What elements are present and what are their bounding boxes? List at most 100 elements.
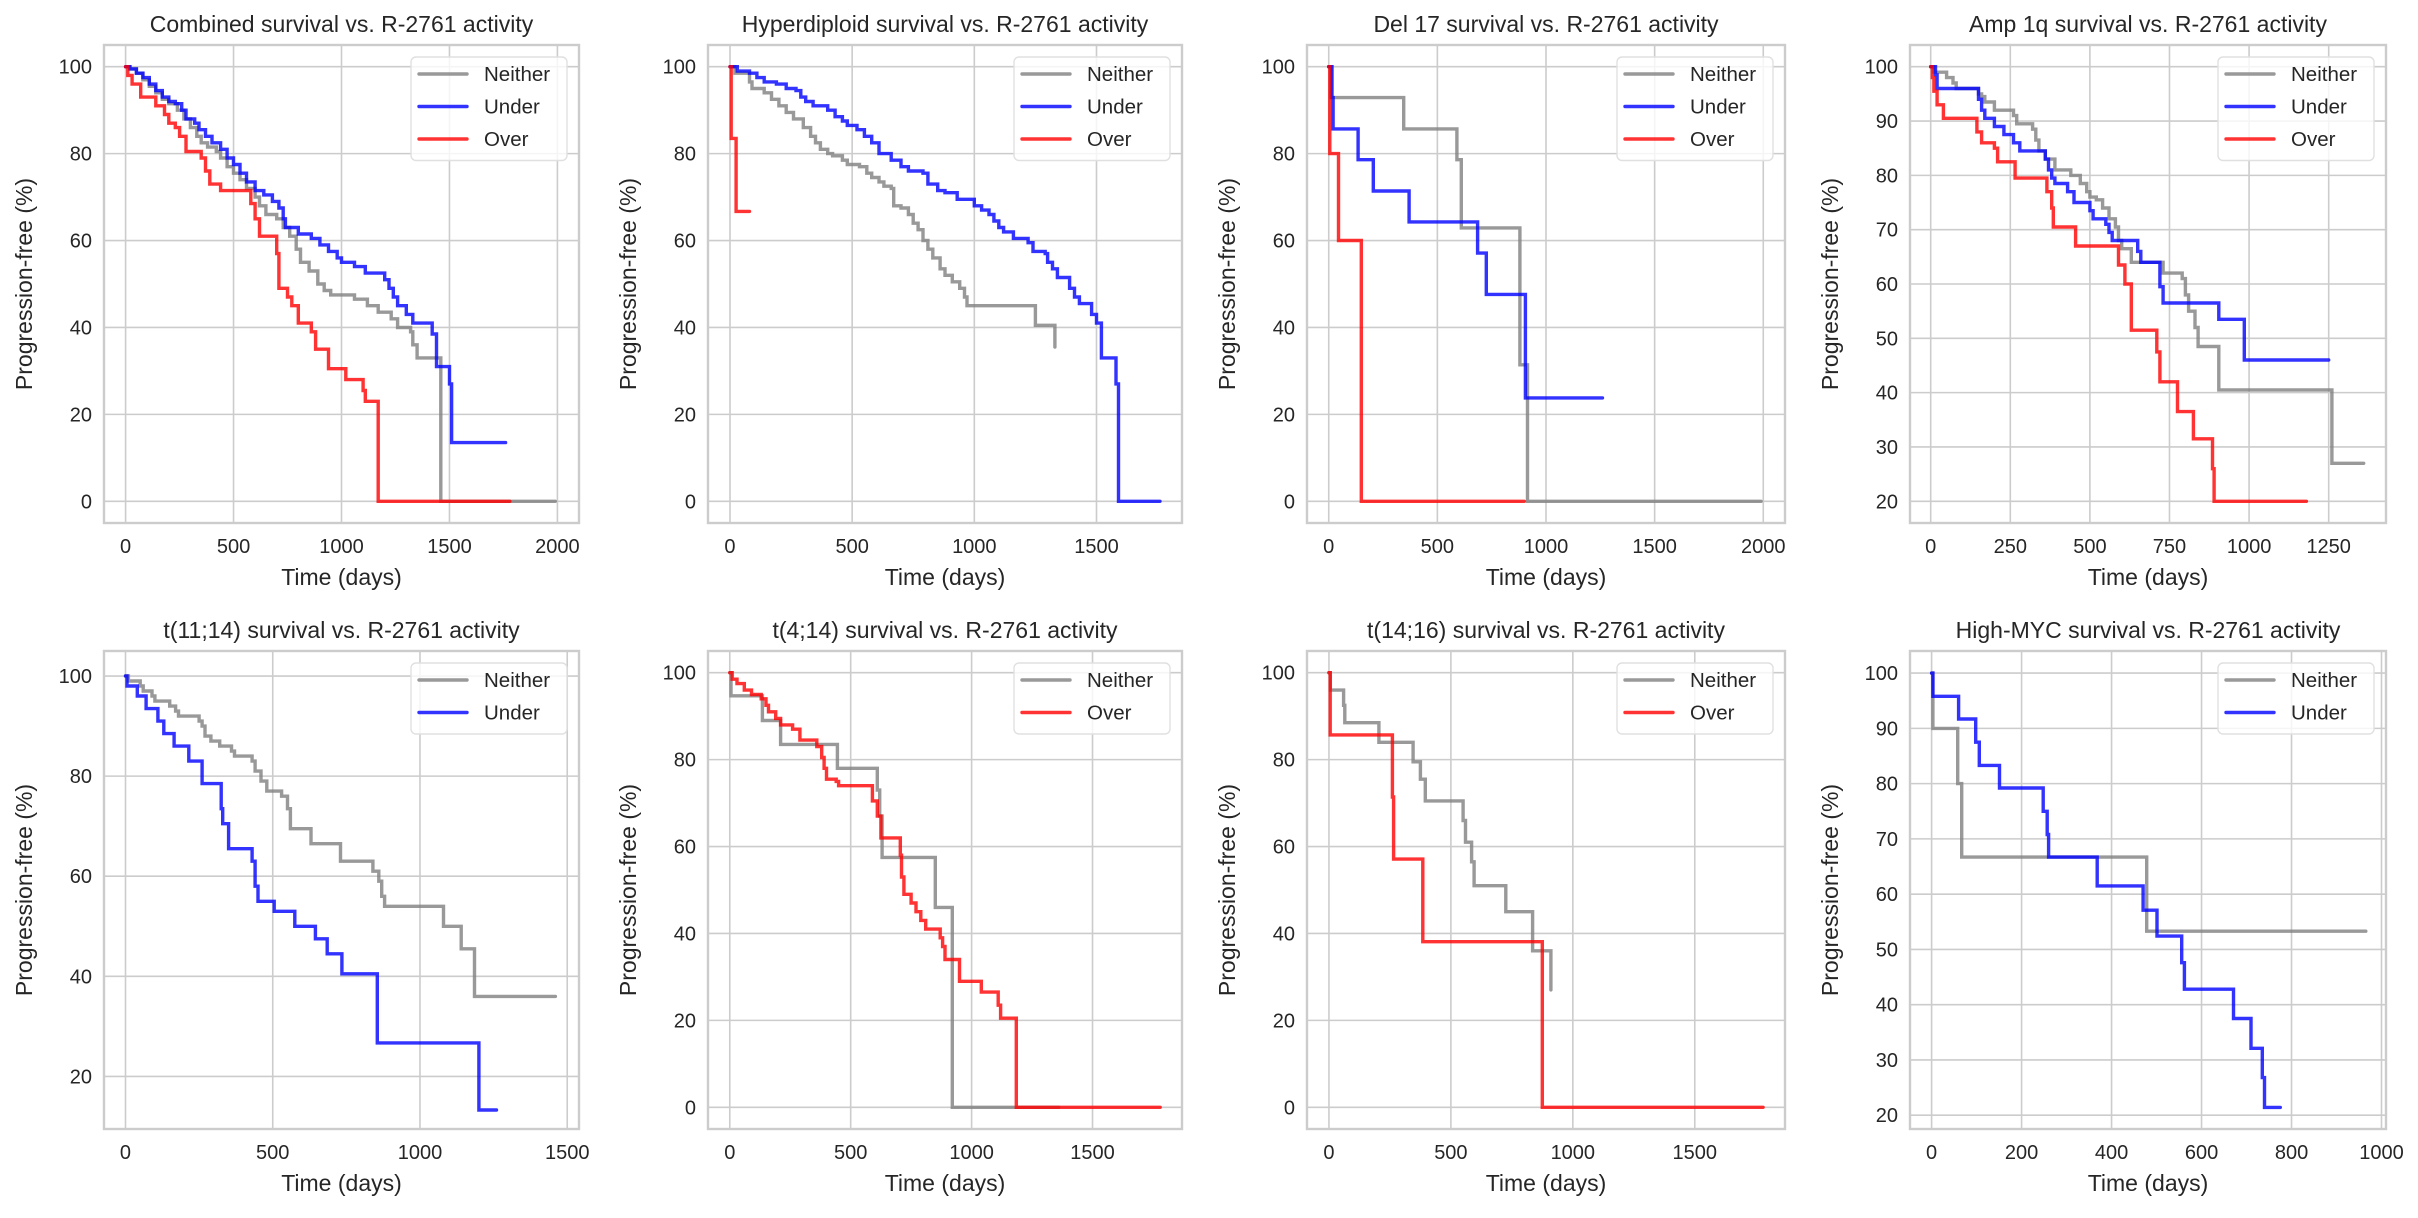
chart-panel-1: Combined survival vs. R-2761 activity 0 50… (11, 11, 581, 590)
x-tick-label: 1500 (427, 536, 472, 558)
y-tick-label: 40 (674, 317, 696, 339)
series-group (728, 65, 1162, 503)
legend-box (1616, 56, 1774, 162)
y-tick-label: 40 (1273, 317, 1295, 339)
chart-title: t(4;14) survival vs. R-2761 activity (772, 617, 1118, 643)
chart-title: Combined survival vs. R-2761 activity (150, 11, 534, 37)
x-axis-label: Time (days) (281, 1170, 402, 1196)
chart-panel-8: High-MYC survival vs. R-2761 activity 0 20… (1817, 617, 2404, 1196)
y-tick-label: 40 (70, 966, 92, 988)
x-tick-label: 250 (1994, 536, 2027, 558)
x-tick-label: 2000 (535, 536, 580, 558)
y-tick-label: 0 (81, 491, 92, 513)
series-line-neither (728, 65, 1057, 349)
y-tick-label: 80 (1876, 774, 1898, 796)
chart-title: Amp 1q survival vs. R-2761 activity (1969, 11, 2327, 37)
y-tick-label: 20 (1876, 491, 1898, 513)
x-tick-label: 1500 (545, 1142, 590, 1164)
series-group (123, 674, 558, 1112)
series-line-neither (1327, 671, 1553, 992)
y-tick-label: 60 (674, 231, 696, 253)
y-tick-label: 80 (1273, 750, 1295, 772)
y-tick-label: 100 (1865, 57, 1898, 79)
y-tick-label: 40 (1876, 995, 1898, 1017)
y-tick-label: 100 (1262, 57, 1295, 79)
legend-label: Under (1690, 96, 1746, 119)
x-tick-label: 0 (724, 536, 735, 558)
legend: Neither Over (1616, 662, 1774, 735)
y-tick-label: 30 (1876, 437, 1898, 459)
chart-panel-6: t(4;14) survival vs. R-2761 activity 0 500… (615, 617, 1184, 1196)
x-tick-label: 1000 (2227, 536, 2272, 558)
legend: Neither Under Over (1013, 56, 1171, 162)
x-tick-label: 1500 (1070, 1142, 1115, 1164)
legend-label: Under (484, 702, 540, 725)
legend-box (1013, 56, 1171, 162)
x-tick-label: 200 (2005, 1142, 2038, 1164)
y-tick-label: 70 (1876, 829, 1898, 851)
chart-title: Del 17 survival vs. R-2761 activity (1373, 11, 1719, 37)
y-tick-label: 40 (1273, 923, 1295, 945)
series-line-under (1929, 671, 2282, 1110)
x-tick-label: 0 (1925, 536, 1936, 558)
chart-title: t(14;16) survival vs. R-2761 activity (1367, 617, 1725, 643)
y-tick-label: 90 (1876, 718, 1898, 740)
series-line-under (1327, 65, 1605, 400)
legend-label: Over (484, 128, 529, 151)
legend-box (410, 56, 568, 162)
y-tick-label: 20 (1273, 1010, 1295, 1032)
y-tick-label: 100 (1865, 663, 1898, 685)
series-line-over (123, 65, 512, 503)
x-axis-label: Time (days) (2088, 564, 2209, 590)
x-axis-label: Time (days) (1486, 564, 1607, 590)
axes-frame (706, 649, 1184, 1131)
y-tick-label: 60 (1876, 274, 1898, 296)
y-tick-label: 80 (674, 144, 696, 166)
x-tick-label: 1000 (1551, 1142, 1596, 1164)
legend: Neither Under (2217, 662, 2375, 735)
y-tick-label: 80 (1876, 165, 1898, 187)
legend-label: Under (2291, 96, 2347, 119)
x-tick-label: 400 (2095, 1142, 2128, 1164)
y-tick-label: 40 (674, 923, 696, 945)
y-axis-label: Progression-free (%) (1214, 178, 1240, 390)
series-line-over (1929, 65, 2309, 503)
legend-label: Over (2291, 128, 2336, 151)
x-tick-label: 1000 (398, 1142, 443, 1164)
x-tick-label: 500 (1421, 536, 1454, 558)
legend: Neither Under Over (2217, 56, 2375, 162)
legend-label: Under (484, 96, 540, 119)
y-tick-label: 0 (685, 1097, 696, 1119)
y-tick-label: 100 (1262, 663, 1295, 685)
y-tick-label: 60 (70, 866, 92, 888)
y-tick-label: 20 (70, 1066, 92, 1088)
y-tick-label: 20 (1273, 404, 1295, 426)
y-tick-label: 100 (59, 57, 92, 79)
y-axis-label: Progression-free (%) (1817, 784, 1843, 996)
x-tick-label: 500 (256, 1142, 289, 1164)
chart-title: Hyperdiploid survival vs. R-2761 activit… (742, 11, 1149, 37)
legend: Neither Over (1013, 662, 1171, 735)
legend: Neither Under Over (410, 56, 568, 162)
series-line-neither (123, 674, 558, 999)
y-tick-label: 40 (1876, 383, 1898, 405)
y-tick-label: 20 (70, 404, 92, 426)
legend-label: Neither (1087, 669, 1153, 692)
series-line-over (1327, 65, 1526, 503)
x-tick-label: 800 (2275, 1142, 2308, 1164)
series-line-over (728, 671, 1162, 1109)
y-tick-label: 0 (1284, 1097, 1295, 1119)
x-tick-label: 1500 (1632, 536, 1677, 558)
axes-frame (1908, 649, 2388, 1131)
legend-label: Neither (1690, 63, 1756, 86)
axes-frame (1908, 43, 2388, 525)
y-axis-label: Progression-free (%) (11, 178, 37, 390)
series-group (1929, 65, 2366, 503)
x-tick-label: 0 (120, 536, 131, 558)
x-tick-label: 1000 (952, 536, 997, 558)
y-axis-label: Progression-free (%) (1817, 178, 1843, 390)
axes-frame (706, 43, 1184, 525)
y-axis-label: Progression-free (%) (11, 784, 37, 996)
y-tick-label: 0 (1284, 491, 1295, 513)
x-tick-label: 1500 (1673, 1142, 1718, 1164)
